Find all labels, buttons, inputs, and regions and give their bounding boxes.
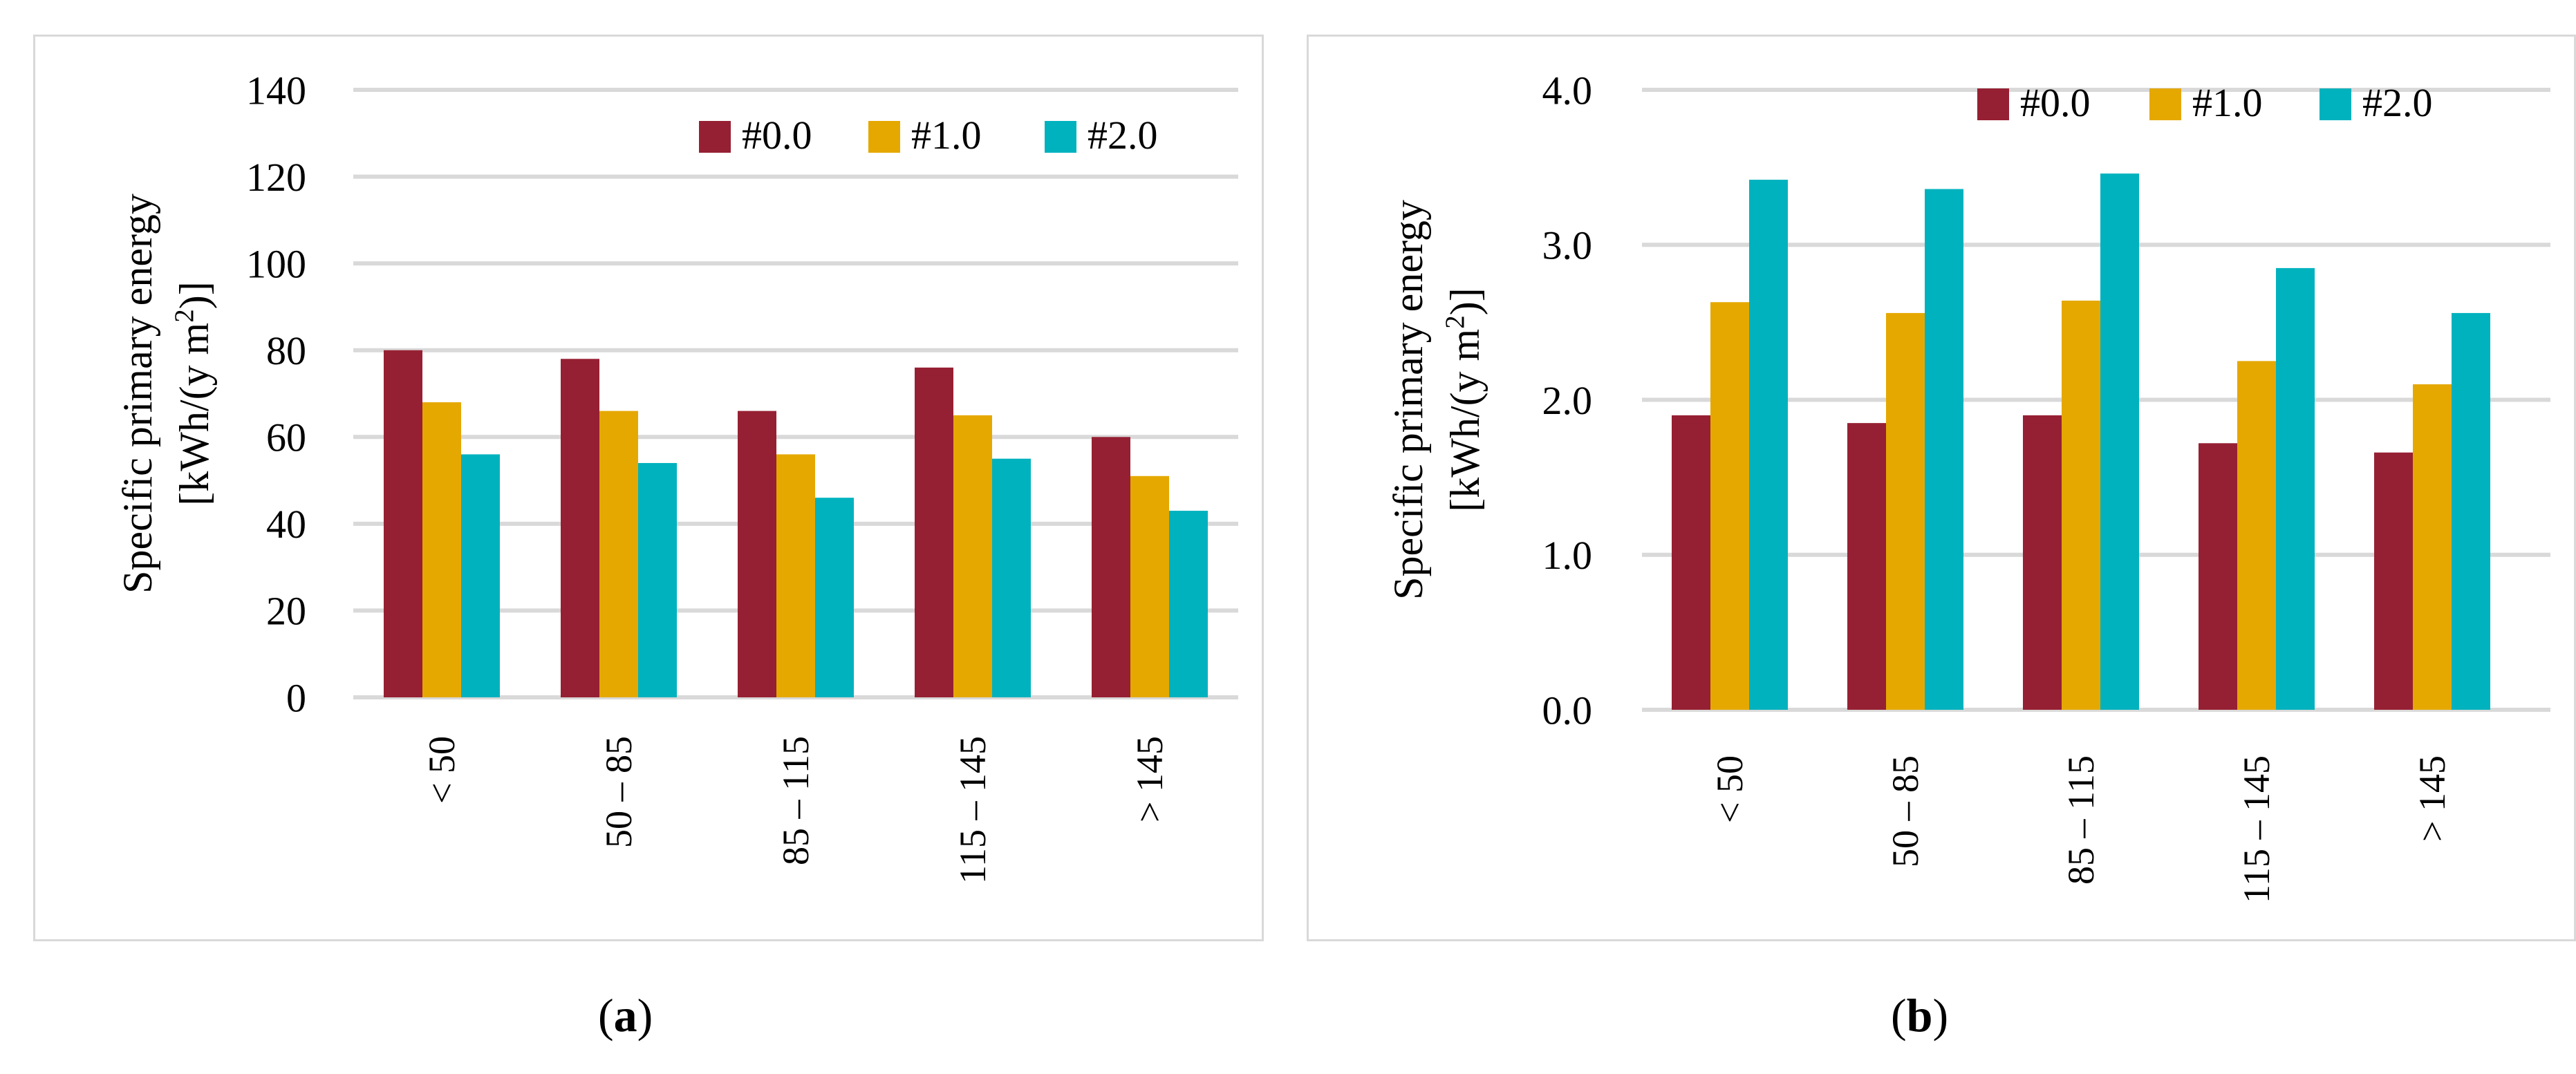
bar [2062,300,2100,710]
legend-swatch [1977,88,2009,120]
legend-swatch [2149,88,2181,120]
bar [461,454,500,697]
bar [1130,475,1169,697]
bar [1672,415,1710,710]
bar [1749,180,1788,710]
x-tick-label: 85 – 115 [775,736,816,865]
legend: #0.0 #1.0 #2.0 [699,113,1158,158]
legend-label: #0.0 [742,113,812,158]
y-axis-title: Specific primary energy [kWh/(y m2)] [115,194,217,594]
bar [638,462,677,697]
y-axis-title: Specific primary energy [kWh/(y m2)] [1385,200,1488,600]
y-tick-label: 120 [246,155,306,200]
bar [1710,302,1749,710]
bar [992,458,1031,697]
chart-panel-b: 0.0 1.0 2.0 3.0 4.0 Specific primary energy [k… [1307,35,2576,941]
x-tick-label: > 145 [2411,755,2453,842]
y-tick-label: 20 [266,589,306,634]
bar [2237,361,2276,710]
bar [422,402,461,697]
caption-a-label: a [613,989,637,1042]
y-axis-title-line1: Specific primary energy [115,194,160,594]
y-tick-label: 60 [266,415,306,460]
bar [2413,384,2452,710]
y-tick-label: 80 [266,328,306,373]
y-tick-label: 140 [246,68,306,113]
bar [599,411,638,697]
chart-a: 0 20 40 60 80 100 120 140 Specific primary energ… [115,68,1238,884]
y-axis-title-line2: [kWh/(y m2)] [169,281,217,505]
legend-swatch [699,121,731,153]
bar [1925,189,1963,710]
legend-label: #0.0 [2020,80,2091,125]
y-tick-label: 4.0 [1542,68,1593,113]
legend-swatch [868,121,900,153]
legend-swatch [1045,121,1076,153]
caption-b: (b) [1891,989,1949,1042]
y-axis-title-line2: [kWh/(y m2)] [1440,288,1488,511]
bar [1169,511,1208,697]
y-tick-label: 100 [246,241,306,286]
legend-label: #1.0 [2192,80,2263,125]
y-tick-label: 40 [266,502,306,547]
bar [738,411,776,697]
x-tick-label: < 50 [1709,755,1751,823]
y-axis-title-line1: Specific primary energy [1385,200,1431,600]
y-tick-label: 1.0 [1542,533,1593,578]
bar [2199,443,2237,710]
x-tick-label: 50 – 85 [1885,755,1926,867]
legend-label: #2.0 [2362,80,2433,125]
bar [1886,312,1925,710]
bar [561,359,599,697]
legend: #0.0 #1.0 #2.0 [1977,80,2433,125]
bar [1847,423,1886,710]
bar [953,415,992,697]
bar [384,350,422,697]
x-tick-label: 115 – 145 [952,736,993,884]
chart-panel-a: 0 20 40 60 80 100 120 140 Specific primary energ… [33,35,1264,941]
bar [2452,312,2490,710]
legend-swatch [2320,88,2351,120]
legend-label: #2.0 [1088,113,1158,158]
x-tick-label: 85 – 115 [2060,755,2102,885]
y-tick-label: 0.0 [1542,688,1593,733]
bar [776,454,815,697]
x-tick-label: 115 – 145 [2236,755,2277,903]
bar [1092,437,1130,697]
bar [915,367,953,697]
bar [2374,452,2413,710]
bar [815,498,854,697]
caption-a: (a) [598,989,653,1042]
caption-b-label: b [1906,989,1933,1042]
y-tick-label: 3.0 [1542,223,1593,268]
legend-label: #1.0 [911,113,982,158]
y-tick-label: 0 [286,675,306,720]
bar [2276,267,2315,710]
x-tick-label: 50 – 85 [598,736,640,848]
bar [2100,173,2139,710]
bar [2023,415,2062,710]
y-tick-label: 2.0 [1542,378,1593,423]
x-tick-label: < 50 [421,736,463,804]
chart-b: 0.0 1.0 2.0 3.0 4.0 Specific primary energy [k… [1385,68,2550,903]
x-tick-label: > 145 [1129,736,1170,822]
